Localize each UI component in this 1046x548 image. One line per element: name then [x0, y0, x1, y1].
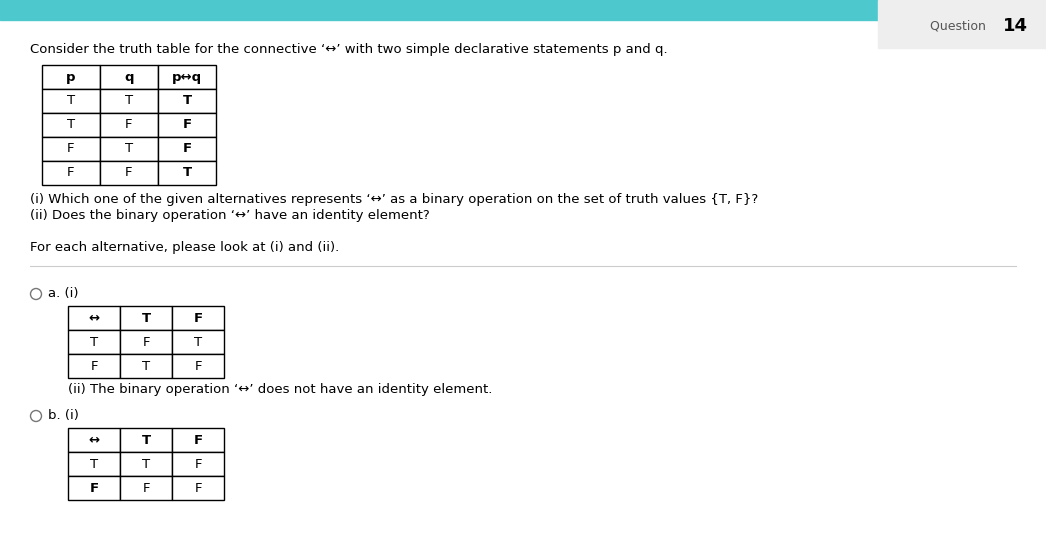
Bar — [158, 113, 217, 137]
Bar — [878, 0, 1046, 48]
Bar — [172, 452, 224, 476]
Text: T: T — [142, 458, 150, 471]
Bar — [158, 161, 217, 185]
Bar — [100, 161, 158, 185]
Text: ↔: ↔ — [89, 433, 99, 447]
Text: F: F — [195, 359, 202, 373]
Bar — [172, 330, 224, 354]
Text: F: F — [195, 458, 202, 471]
Text: T: T — [124, 94, 133, 107]
Bar — [42, 161, 100, 185]
Bar — [158, 89, 217, 113]
Bar — [120, 354, 172, 378]
Text: F: F — [142, 335, 150, 349]
Bar — [42, 65, 100, 89]
Bar — [68, 354, 120, 378]
Text: For each alternative, please look at (i) and (ii).: For each alternative, please look at (i)… — [30, 242, 339, 254]
Text: F: F — [90, 482, 98, 494]
Text: F: F — [195, 482, 202, 494]
Bar — [68, 306, 120, 330]
Bar — [68, 330, 120, 354]
Text: F: F — [67, 167, 74, 180]
Text: T: T — [90, 335, 98, 349]
Text: (ii) The binary operation ‘↔’ does not have an identity element.: (ii) The binary operation ‘↔’ does not h… — [68, 384, 493, 397]
Bar — [42, 113, 100, 137]
Text: T: T — [124, 142, 133, 156]
Text: Question: Question — [930, 20, 990, 32]
Text: a. (i): a. (i) — [48, 288, 78, 300]
Bar — [68, 428, 120, 452]
Bar — [42, 89, 100, 113]
Text: F: F — [90, 359, 97, 373]
Bar — [68, 476, 120, 500]
Text: T: T — [142, 359, 150, 373]
Text: F: F — [194, 311, 203, 324]
Text: F: F — [142, 482, 150, 494]
Text: F: F — [182, 142, 191, 156]
Bar — [158, 137, 217, 161]
Text: F: F — [194, 433, 203, 447]
Bar — [120, 476, 172, 500]
Bar — [0, 0, 1000, 20]
Bar — [100, 137, 158, 161]
Text: Consider the truth table for the connective ‘↔’ with two simple declarative stat: Consider the truth table for the connect… — [30, 43, 667, 56]
Bar — [120, 306, 172, 330]
Bar — [68, 452, 120, 476]
Bar — [172, 428, 224, 452]
Bar — [120, 452, 172, 476]
Text: q: q — [124, 71, 134, 83]
Text: F: F — [67, 142, 74, 156]
Text: F: F — [126, 167, 133, 180]
Bar — [42, 137, 100, 161]
Text: T: T — [67, 118, 75, 132]
Bar — [158, 65, 217, 89]
Bar — [100, 113, 158, 137]
Circle shape — [30, 288, 42, 300]
Text: T: T — [182, 94, 191, 107]
Bar — [120, 330, 172, 354]
Text: F: F — [126, 118, 133, 132]
Text: T: T — [141, 433, 151, 447]
Bar — [172, 306, 224, 330]
Text: (i) Which one of the given alternatives represents ‘↔’ as a binary operation on : (i) Which one of the given alternatives … — [30, 192, 758, 206]
Text: b. (i): b. (i) — [48, 409, 78, 423]
Text: T: T — [194, 335, 202, 349]
Text: 14: 14 — [1003, 17, 1028, 35]
Text: T: T — [141, 311, 151, 324]
Text: p: p — [66, 71, 75, 83]
Bar — [120, 428, 172, 452]
Text: T: T — [182, 167, 191, 180]
Bar — [100, 65, 158, 89]
Text: p↔q: p↔q — [172, 71, 202, 83]
Text: T: T — [67, 94, 75, 107]
Text: F: F — [182, 118, 191, 132]
Bar — [172, 354, 224, 378]
Text: T: T — [90, 458, 98, 471]
Bar — [100, 89, 158, 113]
Circle shape — [30, 410, 42, 421]
Text: (ii) Does the binary operation ‘↔’ have an identity element?: (ii) Does the binary operation ‘↔’ have … — [30, 209, 430, 222]
Bar — [172, 476, 224, 500]
Text: ↔: ↔ — [89, 311, 99, 324]
